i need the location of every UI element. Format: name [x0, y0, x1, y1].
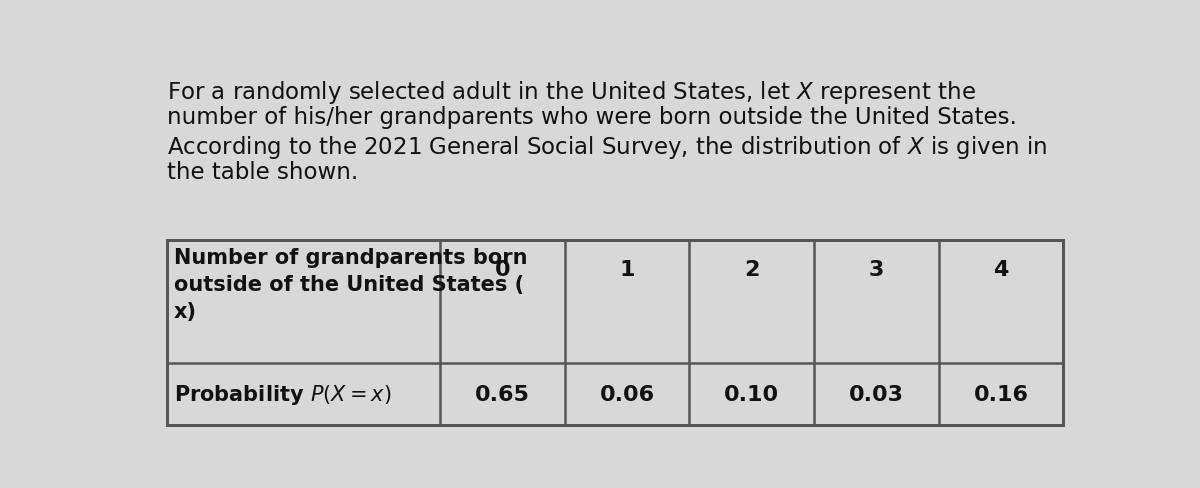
Text: 0.06: 0.06 — [600, 384, 655, 404]
Text: 0.16: 0.16 — [973, 384, 1028, 404]
Text: Probability $P(X = x)$: Probability $P(X = x)$ — [174, 382, 391, 406]
Bar — [167, 241, 1063, 425]
Text: 1: 1 — [619, 259, 635, 279]
Text: 0.03: 0.03 — [848, 384, 904, 404]
Text: 0.10: 0.10 — [724, 384, 779, 404]
Text: According to the 2021 General Social Survey, the distribution of $X$ is given in: According to the 2021 General Social Sur… — [167, 133, 1046, 160]
Text: For a randomly selected adult in the United States, let $X$ represent the: For a randomly selected adult in the Uni… — [167, 79, 976, 106]
Text: Number of grandparents born: Number of grandparents born — [174, 247, 528, 267]
Text: 4: 4 — [994, 259, 1009, 279]
Text: outside of the United States (: outside of the United States ( — [174, 275, 524, 295]
Text: x): x) — [174, 302, 197, 322]
Text: number of his/her grandparents who were born outside the United States.: number of his/her grandparents who were … — [167, 106, 1016, 129]
Text: 3: 3 — [869, 259, 884, 279]
Text: 0.65: 0.65 — [475, 384, 530, 404]
Text: 0: 0 — [494, 259, 510, 279]
Text: 2: 2 — [744, 259, 760, 279]
Text: the table shown.: the table shown. — [167, 161, 358, 183]
